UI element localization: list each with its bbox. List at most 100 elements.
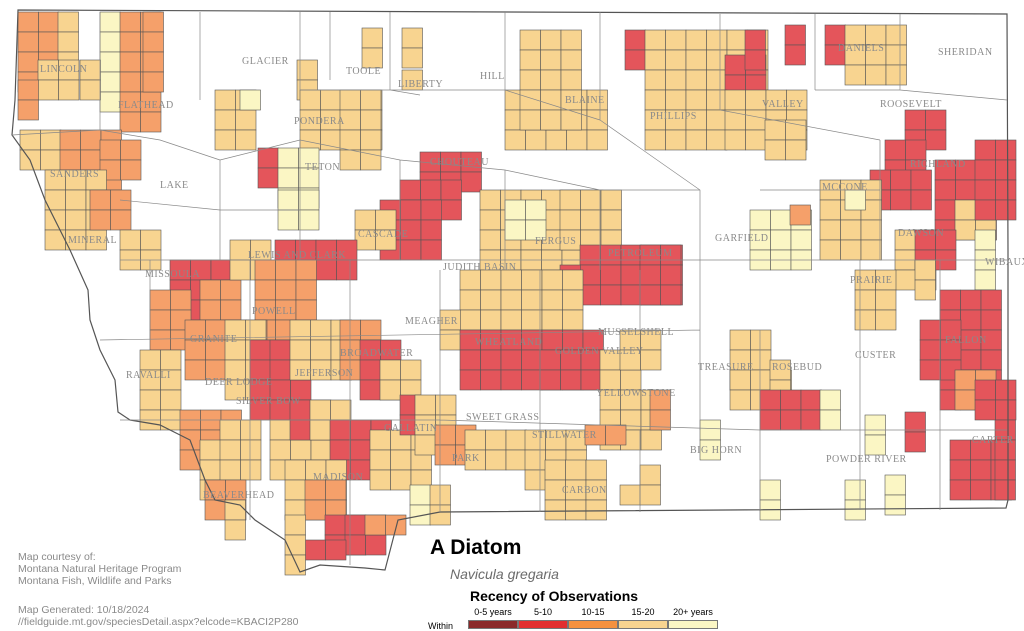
observation-cell [995,379,1017,401]
observation-cell [269,359,291,381]
observation-cell [504,199,526,221]
observation-cell [919,319,941,341]
observation-cell [974,269,996,291]
observation-cell [865,64,887,86]
observation-cell [600,284,622,306]
county-label: LEWIS AND CLARK [248,250,346,261]
observation-cell [539,369,561,391]
observation-cell [239,89,261,111]
observation-cell [706,49,728,71]
observation-cell [620,284,642,306]
observation-cell [541,309,563,331]
credit-line-1: Map courtesy of: [18,551,96,563]
observation-cell [199,299,221,321]
county-label: TOOLE [346,66,381,77]
observation-cell [298,189,320,211]
observation-cell [875,289,897,311]
observation-cell [954,199,976,221]
observation-cell [744,49,766,71]
observation-cell [284,459,306,481]
observation-cell [566,129,588,151]
observation-cell [149,289,171,311]
observation-cell [229,259,251,281]
observation-cell [184,359,206,381]
observation-cell [414,434,436,456]
observation-cell [400,199,422,221]
observation-cell [204,499,226,521]
observation-cell [119,51,141,73]
county-label: MINERAL [68,235,117,246]
observation-cell [764,139,786,161]
observation-cell [400,359,422,381]
observation-cell [780,389,802,411]
observation-cell [960,289,982,311]
credit-line-3: Montana Fish, Wildlife and Parks [18,575,172,587]
observation-cell [884,494,906,516]
observation-cell [919,339,941,361]
observation-cell [854,289,876,311]
observation-cell [640,349,662,371]
observation-cell [485,449,507,471]
observation-cell [994,459,1016,481]
observation-cell [934,179,956,201]
observation-cell [375,209,397,231]
observation-cell [149,329,171,351]
county-label: ROSEBUD [772,362,822,373]
observation-cell [980,349,1002,371]
county-label: BROADWATER [340,348,413,359]
observation-cell [580,189,602,211]
county-label: RAVALLI [126,370,171,381]
observation-cell [269,339,291,361]
observation-cell [560,369,582,391]
observation-cell [324,514,346,536]
observation-cell [974,139,996,161]
observation-cell [854,309,876,331]
county-label: BEAVERHEAD [203,490,274,501]
observation-cell [619,484,641,506]
observation-cell [505,429,527,451]
observation-cell [620,264,642,286]
observation-cell [120,159,142,181]
observation-cell [420,199,442,221]
observation-cell [685,29,707,51]
observation-cell [365,534,387,556]
observation-cell [519,29,541,51]
observation-cell [160,389,182,411]
observation-cell [745,129,767,151]
observation-cell [980,309,1002,331]
county-label: CARTER [972,435,1014,446]
observation-cell [904,411,926,433]
observation-cell [685,89,707,111]
observation-cell [460,171,482,193]
observation-cell [65,209,87,231]
observation-cell [254,279,276,301]
observation-cell [290,439,312,461]
observation-cell [914,259,936,281]
observation-cell [565,459,587,481]
observation-cell [750,369,772,391]
observation-cell [706,109,728,131]
observation-cell [459,269,481,291]
observation-cell [644,49,666,71]
observation-cell [350,439,372,461]
observation-cell [199,279,221,301]
observation-cell [605,424,627,446]
observation-cell [57,11,79,33]
observation-cell [519,109,541,131]
observation-cell [254,259,276,281]
observation-cell [819,389,841,411]
observation-cell [580,369,602,391]
observation-cell [860,219,882,241]
credit-line-2: Montana Natural Heritage Program [18,563,182,575]
observation-cell [665,89,687,111]
observation-cell [320,89,342,111]
observation-cell [80,149,102,171]
county-label: LINCOLN [40,64,87,75]
observation-cell [785,139,807,161]
observation-cell [744,29,766,51]
observation-cell [235,129,257,151]
observation-cell [724,89,746,111]
observation-cell [379,359,401,381]
observation-cell [980,289,1002,311]
observation-cell [649,409,671,431]
